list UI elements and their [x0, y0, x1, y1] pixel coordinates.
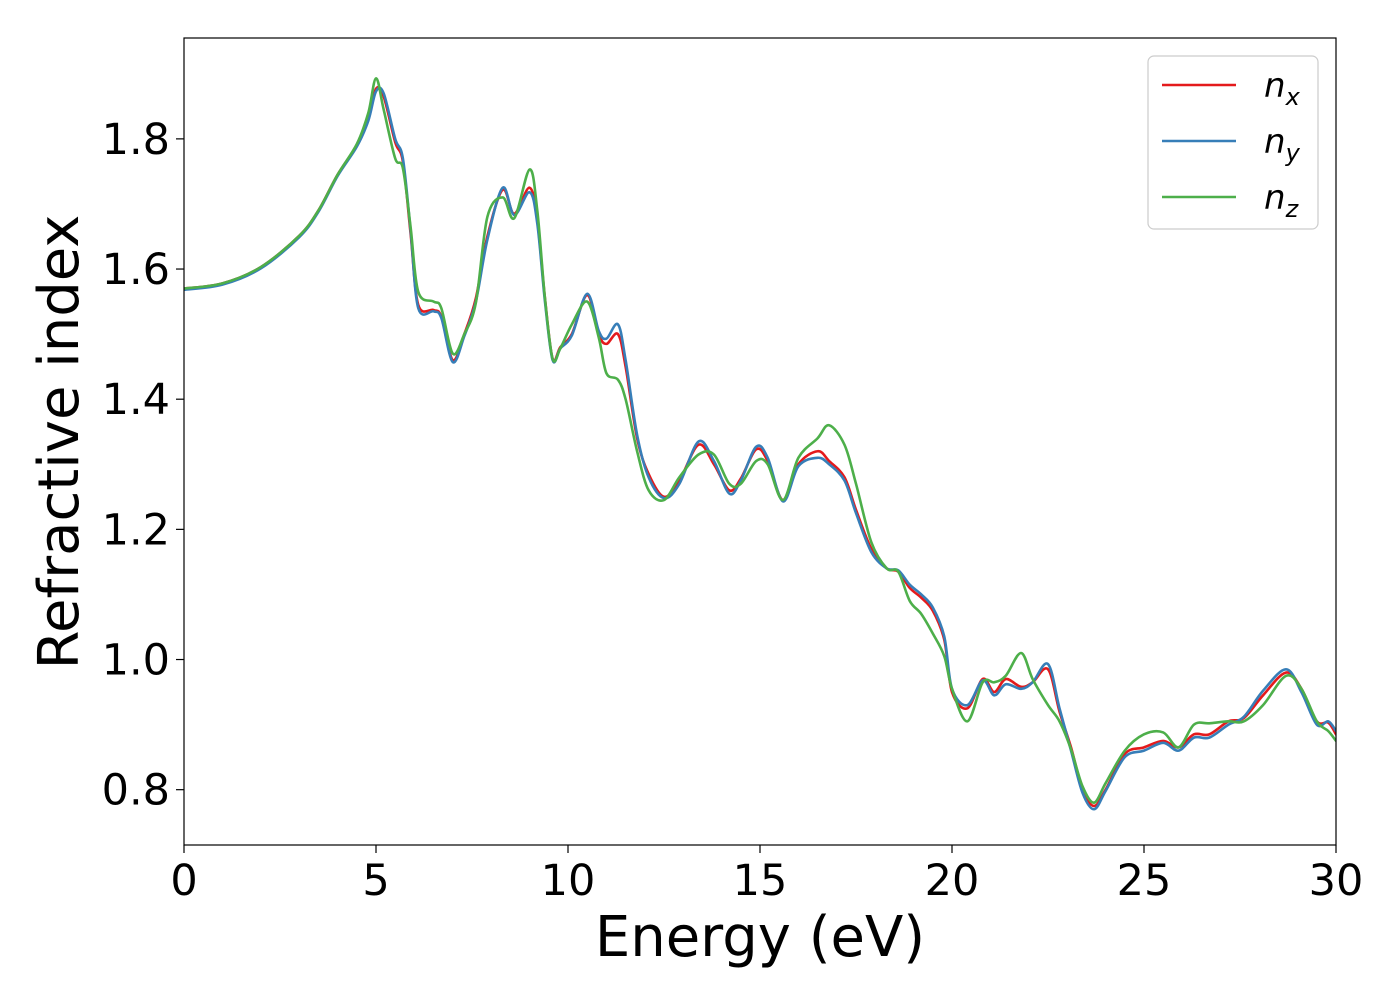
y-axis: 0.8 1.0 1.2 1.4 1.6 1.8: [102, 115, 184, 816]
legend-label-nx: nx: [1264, 66, 1301, 111]
y-tick-label: 1.0: [102, 636, 170, 686]
x-tick-label: 15: [733, 856, 788, 906]
legend-label-ny: ny: [1264, 122, 1301, 167]
legend: nx ny nz: [1147, 55, 1319, 230]
series-line-ny: [184, 86, 1336, 811]
x-axis: 0 5 10 15 20 25 30: [170, 845, 1363, 906]
y-tick-label: 1.6: [102, 245, 170, 295]
y-tick-label: 1.4: [102, 375, 170, 425]
x-tick-label: 20: [925, 856, 980, 906]
series-line-nz: [184, 77, 1336, 804]
y-tick-label: 0.8: [102, 766, 170, 816]
legend-box: [1147, 55, 1319, 230]
series-layer: [184, 77, 1336, 811]
y-tick-label: 1.8: [102, 115, 170, 165]
x-tick-label: 30: [1309, 856, 1364, 906]
x-tick-label: 10: [541, 856, 596, 906]
x-axis-title: Energy (eV): [595, 905, 925, 970]
x-tick-label: 25: [1117, 856, 1172, 906]
series-lines: [184, 77, 1336, 811]
y-tick-label: 1.2: [102, 505, 170, 555]
x-tick-label: 5: [362, 856, 389, 906]
x-tick-label: 0: [170, 856, 197, 906]
legend-label-nz: nz: [1264, 178, 1300, 223]
y-axis-title: Refractive index: [27, 215, 92, 670]
